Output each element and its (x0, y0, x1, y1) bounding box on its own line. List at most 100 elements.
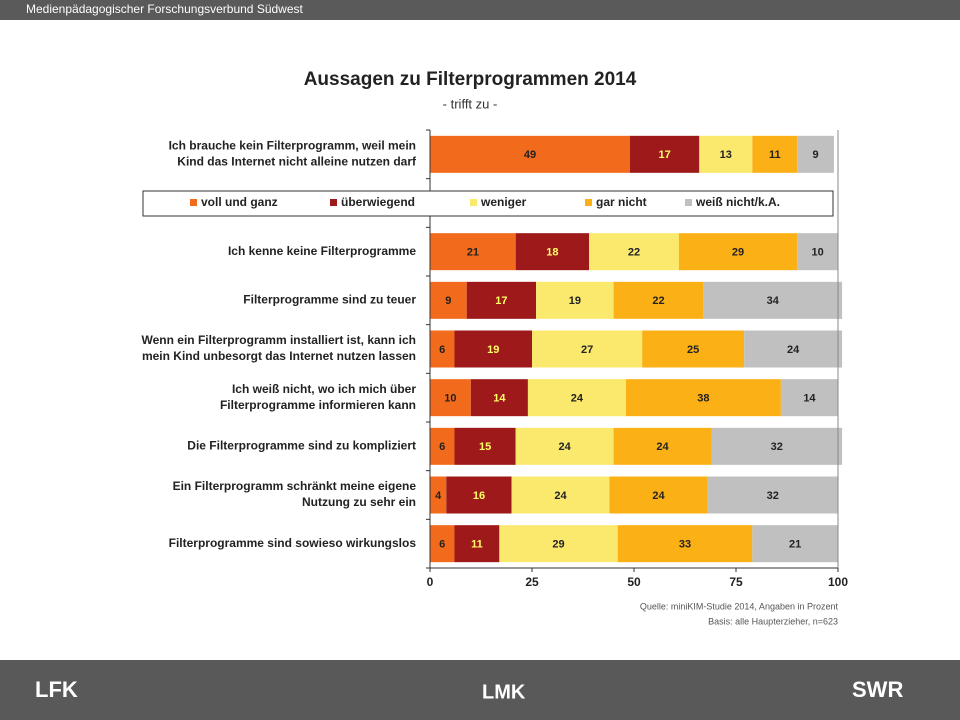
bar-segment (499, 525, 618, 563)
value-label: 24 (652, 490, 665, 502)
value-label: 14 (803, 393, 816, 405)
value-label: 29 (552, 539, 564, 551)
value-label: 11 (769, 149, 781, 161)
bar-segment (613, 427, 712, 465)
value-label: 14 (493, 393, 506, 405)
legend-label: weniger (480, 195, 527, 209)
value-label: 25 (687, 344, 699, 356)
bar-segment (536, 281, 614, 319)
bar-segment (744, 330, 843, 368)
bar-segment (699, 135, 753, 173)
value-label: 24 (554, 490, 567, 502)
bar-segment (613, 281, 704, 319)
bar-segment (430, 525, 455, 563)
value-label: 10 (444, 393, 456, 405)
y-tick-label: Kind das Internet nicht alleine nutzen d… (177, 155, 417, 169)
value-label: 24 (571, 393, 584, 405)
bar-segment (511, 476, 610, 514)
y-tick-label: Ein Filterprogramm schränkt meine eigene (173, 479, 417, 493)
value-label: 24 (559, 441, 572, 453)
bar-segment (617, 525, 753, 563)
value-label: 10 (811, 247, 823, 259)
value-label: 16 (473, 490, 485, 502)
note: Basis: alle Haupterzieher, n=623 (708, 616, 838, 626)
bar-segment (430, 379, 471, 417)
bar-segment (454, 525, 500, 563)
logo: LMK (482, 681, 526, 703)
legend-swatch (330, 199, 337, 206)
bar-segment (752, 135, 798, 173)
y-tick-label: Filterprogramme sind zu teuer (243, 293, 416, 307)
value-label: 19 (487, 344, 499, 356)
value-label: 27 (581, 344, 593, 356)
value-label: 22 (652, 295, 664, 307)
x-tick-label: 0 (427, 575, 434, 589)
bar-segment (515, 233, 590, 271)
logo: SWR (852, 677, 903, 702)
x-tick-label: 50 (627, 575, 641, 589)
bar-segment (430, 233, 516, 271)
value-label: 34 (767, 295, 780, 307)
bar-segment (797, 233, 838, 271)
bar-segment (466, 281, 537, 319)
bar-segment (625, 379, 781, 417)
value-label: 4 (435, 490, 442, 502)
value-label: 6 (439, 344, 445, 356)
bar-segment (454, 330, 532, 368)
value-label: 22 (628, 247, 640, 259)
value-label: 15 (479, 441, 491, 453)
value-label: 18 (546, 247, 558, 259)
value-label: 49 (524, 149, 536, 161)
legend-swatch (585, 199, 592, 206)
bar-segment (430, 281, 467, 319)
footer-bar (0, 660, 960, 720)
value-label: 21 (467, 247, 479, 259)
header-text: Medienpädagogischer Forschungsverbund Sü… (26, 2, 304, 16)
x-tick-label: 100 (828, 575, 848, 589)
bar-segment (589, 233, 679, 271)
bar-segment (752, 525, 838, 563)
y-tick-label: Filterprogramme sind sowieso wirkungslos (169, 536, 417, 550)
legend-label: gar nicht (596, 195, 647, 209)
value-label: 19 (569, 295, 581, 307)
bar-segment (629, 135, 700, 173)
legend-label: überwiegend (341, 195, 415, 209)
value-label: 9 (812, 149, 818, 161)
bar-segment (703, 281, 843, 319)
value-label: 38 (697, 393, 709, 405)
legend-label: voll und ganz (201, 195, 278, 209)
value-label: 32 (767, 490, 779, 502)
bar-segment (430, 427, 455, 465)
value-label: 17 (495, 295, 507, 307)
value-label: 33 (679, 539, 691, 551)
value-label: 32 (771, 441, 783, 453)
bar-segment (707, 476, 838, 514)
bar-segment (797, 135, 834, 173)
value-label: 11 (471, 539, 483, 551)
y-tick-label: mein Kind unbesorgt das Internet nutzen … (142, 349, 416, 363)
value-label: 24 (787, 344, 800, 356)
value-label: 6 (439, 539, 445, 551)
chart-title: Aussagen zu Filterprogrammen 2014 (304, 69, 637, 90)
bar-segment (446, 476, 512, 514)
legend-label: weiß nicht/k.A. (695, 195, 780, 209)
bar-segment (711, 427, 843, 465)
bar-segment (642, 330, 745, 368)
header-bar (0, 0, 960, 20)
x-tick-label: 75 (729, 575, 743, 589)
bar-segment (532, 330, 643, 368)
value-label: 21 (789, 539, 801, 551)
legend-swatch (190, 199, 197, 206)
bar-segment (780, 379, 838, 417)
value-label: 9 (445, 295, 451, 307)
y-tick-label: Ich weiß nicht, wo ich mich über (232, 382, 416, 396)
x-tick-label: 25 (525, 575, 539, 589)
value-label: 17 (658, 149, 670, 161)
legend (142, 190, 834, 217)
y-tick-label: Die Filterprogramme sind zu kompliziert (187, 439, 416, 453)
bar-segment (470, 379, 528, 417)
bar-segment (430, 330, 455, 368)
y-tick-label: Filterprogramme informieren kann (220, 398, 416, 412)
legend-swatch (470, 199, 477, 206)
